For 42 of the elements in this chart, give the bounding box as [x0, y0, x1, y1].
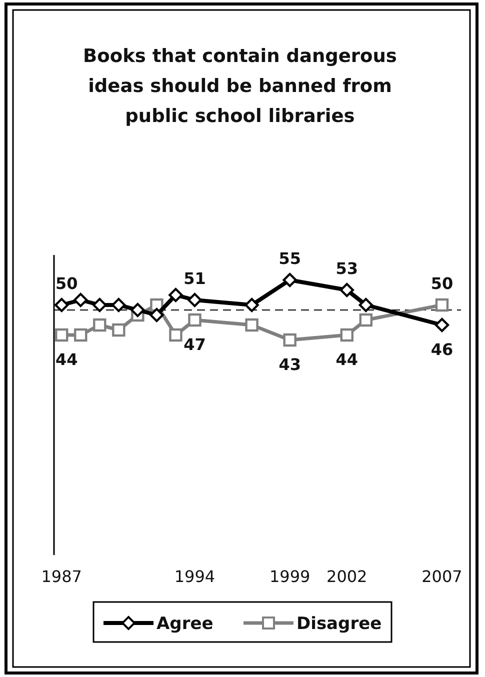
- point: [340, 282, 354, 298]
- point: [112, 298, 126, 312]
- point: [169, 328, 182, 342]
- x-tick-label: 2007: [422, 567, 462, 586]
- x-tick-label: 1999: [269, 567, 310, 586]
- point: [93, 318, 106, 332]
- point: [188, 313, 202, 327]
- point: [54, 298, 69, 312]
- legend-label: Disagree: [296, 614, 382, 634]
- data-label: 51: [184, 269, 206, 288]
- point: [150, 308, 164, 322]
- point: [244, 298, 259, 312]
- point: [340, 328, 354, 342]
- point: [74, 292, 88, 308]
- data-label: 55: [278, 249, 301, 268]
- point: [245, 318, 258, 332]
- point: [358, 298, 374, 312]
- chart-title: Books that contain dangerous ideas should be banned from public school libraries: [83, 46, 397, 127]
- point: [168, 288, 183, 302]
- point: [359, 313, 373, 327]
- point: [112, 323, 126, 337]
- data-label: 44: [55, 350, 78, 369]
- point: [434, 318, 450, 332]
- data-label: 50: [55, 274, 78, 293]
- x-tick-label: 1987: [41, 567, 82, 586]
- data-label: 44: [336, 350, 358, 369]
- legend-label: Agree: [156, 614, 214, 634]
- point: [55, 328, 68, 342]
- point: [283, 333, 296, 347]
- point: [74, 328, 88, 342]
- point: [282, 272, 297, 288]
- data-label: 50: [430, 274, 454, 293]
- point: [435, 298, 449, 312]
- point: [92, 298, 107, 312]
- point: [188, 292, 202, 308]
- data-label: 46: [430, 340, 454, 359]
- data-label: 53: [336, 259, 358, 278]
- data-label: 43: [278, 355, 301, 374]
- x-tick-label: 1994: [174, 567, 216, 586]
- point: [130, 302, 145, 318]
- x-tick-label: 2002: [326, 567, 368, 586]
- data-label: 47: [184, 335, 206, 354]
